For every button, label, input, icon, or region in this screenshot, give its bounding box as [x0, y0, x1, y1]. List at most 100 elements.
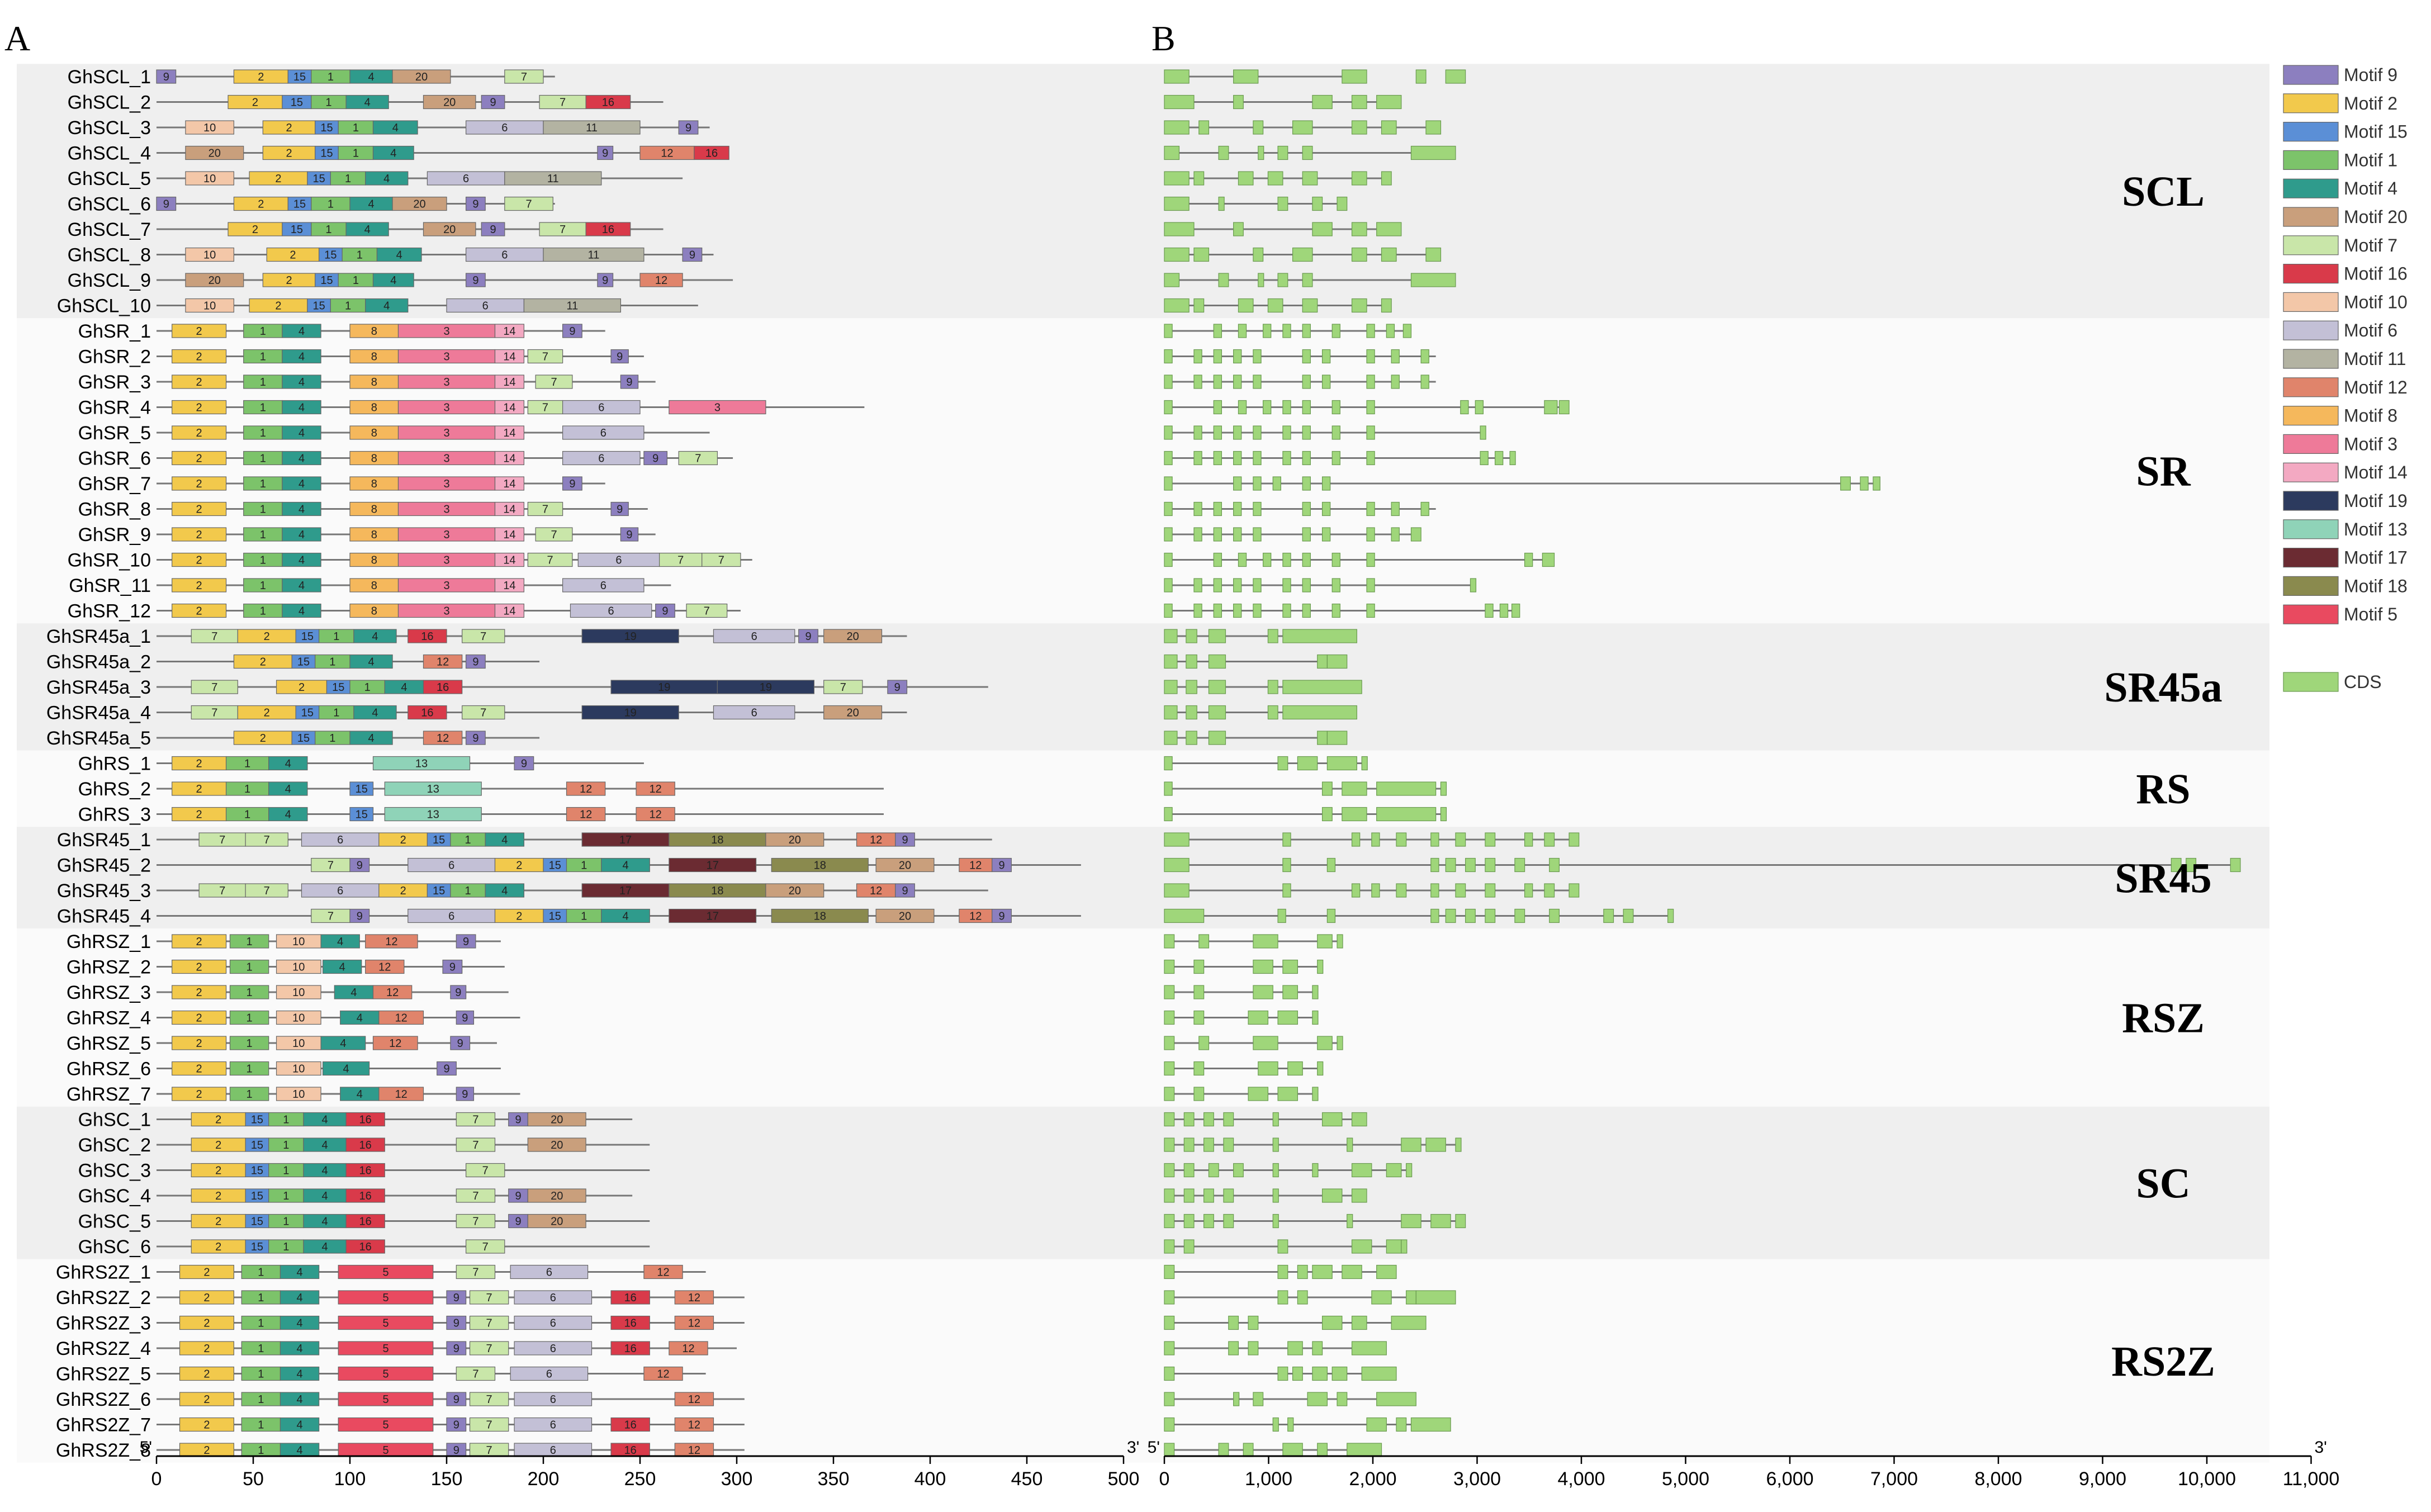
cds-box	[1213, 425, 1222, 440]
motif-number: 5	[382, 1368, 388, 1381]
motif-box-15	[295, 705, 320, 720]
motif-number: 12	[650, 809, 662, 821]
motif-box-6	[562, 400, 641, 415]
motif-box-4	[282, 451, 321, 466]
motif-number: 14	[503, 504, 515, 516]
cds-box	[1287, 1061, 1303, 1076]
cds-box	[1164, 1290, 1175, 1305]
cds-box	[1213, 501, 1222, 516]
cds-box	[1317, 934, 1333, 949]
motif-number: 1	[260, 605, 266, 618]
cds-box	[1248, 1315, 1259, 1330]
cds-box	[1164, 934, 1175, 949]
cds-box	[1164, 120, 1190, 135]
motif-box-4	[268, 756, 308, 771]
gene-label: GhSR45_4	[57, 906, 151, 927]
motif-box-2	[228, 94, 283, 110]
cds-box	[1425, 247, 1442, 262]
motif-box-4	[282, 578, 321, 593]
cds-box	[1430, 1214, 1451, 1229]
motif-box-16	[407, 629, 447, 643]
motif-box-1	[243, 552, 283, 567]
legend-label: Motif 15	[2344, 122, 2408, 142]
cds-box	[1321, 349, 1331, 364]
cds-box	[1361, 1366, 1397, 1381]
motif-box-4	[353, 705, 397, 720]
cds-box	[1549, 857, 1560, 873]
motif-number: 14	[503, 580, 515, 592]
legend-label-cds: CDS	[2344, 672, 2382, 692]
cds-box	[1415, 1290, 1456, 1305]
motif-box-8	[349, 501, 399, 516]
cds-box	[1514, 857, 1525, 873]
motif-box-9	[446, 1315, 467, 1330]
cds-box	[1321, 501, 1331, 516]
motif-box-4	[485, 832, 525, 847]
cds-box	[1272, 1163, 1279, 1178]
cds-box	[1218, 1443, 1229, 1457]
motif-box-9	[798, 629, 818, 643]
motif-number: 4	[622, 860, 628, 872]
gene-label: GhSCL_3	[68, 117, 151, 139]
motif-box-6	[301, 883, 380, 898]
cds-box	[1282, 959, 1299, 974]
motif-number: 9	[443, 1063, 449, 1075]
cds-box	[1183, 1137, 1195, 1152]
panel-b-gene-structure	[1164, 69, 2241, 1457]
motif-box-19	[610, 680, 718, 694]
cds-box	[1410, 527, 1421, 542]
tick-label: 8,000	[1974, 1468, 2022, 1490]
cds-box	[1312, 1087, 1319, 1101]
motif-box-4	[279, 1417, 320, 1432]
tick-label: 450	[1011, 1468, 1043, 1490]
motif-number: 1	[244, 783, 250, 795]
motif-number: 4	[296, 1444, 302, 1457]
cds-box	[1282, 705, 1357, 720]
cds-box	[1460, 400, 1469, 415]
cds-box	[1228, 1341, 1239, 1355]
motif-box-2	[172, 451, 227, 466]
motif-number: 1	[260, 504, 266, 516]
gene-label: GhRS_3	[78, 804, 151, 826]
legend-swatch-2	[2283, 93, 2339, 113]
motif-number: 3	[443, 402, 449, 414]
cds-box	[1420, 349, 1429, 364]
motif-number: 9	[602, 274, 608, 287]
motif-box-9	[678, 120, 699, 135]
motif-number: 3	[443, 580, 449, 592]
gene-label: GhSR45_2	[57, 855, 151, 876]
motif-box-1	[241, 1366, 281, 1381]
cds-box	[1282, 1443, 1303, 1457]
motif-box-1	[241, 1417, 281, 1432]
motif-number: 2	[215, 1216, 221, 1228]
motif-box-9	[895, 883, 915, 898]
motif-box-2	[179, 1264, 234, 1279]
motif-number: 7	[472, 1114, 478, 1126]
motif-box-2	[179, 1366, 234, 1381]
motif-box-4	[365, 298, 409, 313]
cds-box	[1282, 400, 1291, 415]
cds-box	[1233, 451, 1242, 466]
cds-box	[1258, 273, 1264, 287]
motif-number: 7	[472, 1368, 478, 1381]
cds-box	[1213, 578, 1222, 593]
motif-number: 9	[617, 504, 623, 516]
legend-swatch-16	[2283, 264, 2339, 284]
legend-label: Motif 18	[2344, 576, 2408, 596]
motif-number: 15	[293, 198, 306, 211]
cds-box	[1321, 1188, 1343, 1203]
motif-number: 2	[196, 605, 202, 618]
legend-swatch-14	[2283, 462, 2339, 482]
motif-number: 16	[624, 1419, 637, 1432]
motif-box-9	[442, 959, 463, 974]
legend-swatch-19	[2283, 491, 2339, 511]
cds-box	[1302, 552, 1311, 567]
cds-box	[1544, 400, 1558, 415]
axis-a: 0 50 100 150 200 250 300 350 400 450 500 5' 3'	[140, 1438, 1140, 1490]
motif-box-4	[340, 1087, 380, 1101]
cds-box	[1213, 603, 1222, 618]
motif-number: 11	[586, 122, 598, 134]
motif-number: 4	[298, 351, 305, 363]
gene-label: GhRSZ_4	[67, 1008, 151, 1029]
cds-box	[1164, 629, 1178, 643]
